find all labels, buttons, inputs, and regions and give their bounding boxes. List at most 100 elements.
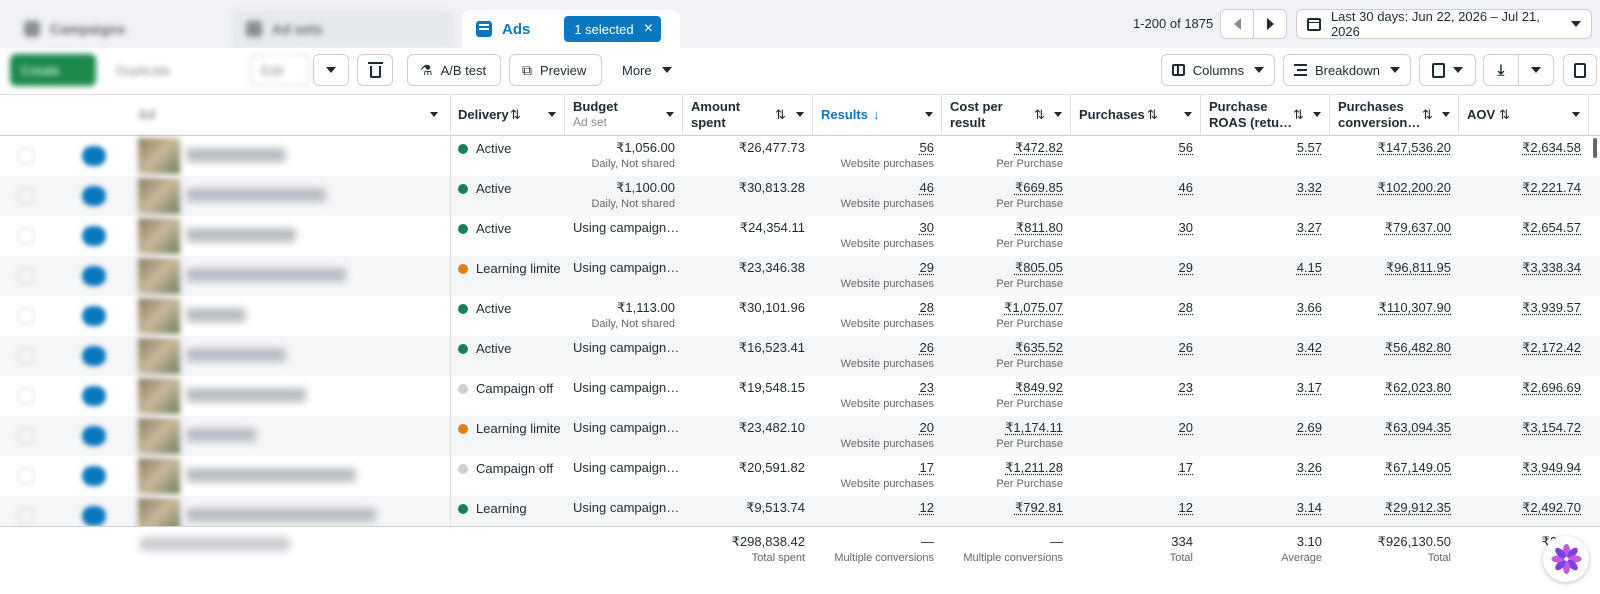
purchases-value[interactable]: 26 bbox=[1178, 340, 1193, 355]
purchases-value[interactable]: 28 bbox=[1178, 300, 1193, 315]
ad-toggle-switch[interactable] bbox=[82, 146, 106, 166]
purchases-value[interactable]: 12 bbox=[1178, 500, 1193, 515]
purchases-value[interactable]: 20 bbox=[1178, 420, 1193, 435]
more-button[interactable]: More bbox=[612, 54, 694, 86]
header-budget[interactable]: Budget Ad set bbox=[565, 95, 683, 136]
results-value[interactable]: 29 bbox=[919, 260, 934, 275]
sort-icon[interactable]: ⇅ bbox=[1293, 107, 1304, 122]
roas-value[interactable]: 4.15 bbox=[1296, 260, 1322, 275]
chevron-down-icon[interactable] bbox=[1572, 112, 1580, 117]
chevron-down-icon[interactable] bbox=[430, 112, 438, 117]
sort-icon[interactable]: ⇅ bbox=[775, 107, 786, 122]
row-checkbox[interactable] bbox=[18, 348, 34, 364]
header-results[interactable]: Results ↓ bbox=[813, 95, 942, 136]
cost-per-result-value[interactable]: ₹472.82 bbox=[1014, 140, 1063, 155]
conversion-value[interactable]: ₹147,536.20 bbox=[1377, 140, 1451, 155]
results-value[interactable]: 17 bbox=[919, 460, 934, 475]
purchases-value[interactable]: 23 bbox=[1178, 380, 1193, 395]
sort-icon[interactable]: ⇅ bbox=[1422, 107, 1433, 122]
cost-per-result-value[interactable]: ₹635.52 bbox=[1014, 340, 1063, 355]
roas-value[interactable]: 3.32 bbox=[1296, 180, 1322, 195]
table-row[interactable]: Campaign off Using campaign… ₹19,548.15 … bbox=[0, 376, 1600, 416]
vertical-scrollbar[interactable] bbox=[1593, 138, 1597, 158]
row-checkbox[interactable] bbox=[18, 228, 34, 244]
row-checkbox[interactable] bbox=[18, 148, 34, 164]
header-aov[interactable]: AOV ⇅ bbox=[1459, 95, 1589, 136]
cost-per-result-value[interactable]: ₹669.85 bbox=[1014, 180, 1063, 195]
export-dropdown-button[interactable] bbox=[1518, 54, 1554, 86]
delete-button[interactable] bbox=[357, 54, 393, 86]
row-checkbox[interactable] bbox=[18, 388, 34, 404]
aov-value[interactable]: ₹2,172.42 bbox=[1522, 340, 1581, 355]
chevron-down-icon[interactable] bbox=[1184, 112, 1192, 117]
results-value[interactable]: 20 bbox=[919, 420, 934, 435]
roas-value[interactable]: 3.42 bbox=[1296, 340, 1322, 355]
ad-toggle-switch[interactable] bbox=[82, 226, 106, 246]
aov-value[interactable]: ₹3,338.34 bbox=[1522, 260, 1581, 275]
table-row[interactable]: Active ₹1,056.00 Daily, Not shared ₹26,4… bbox=[0, 136, 1600, 176]
aov-value[interactable]: ₹2,492.70 bbox=[1522, 500, 1581, 515]
roas-value[interactable]: 2.69 bbox=[1296, 420, 1322, 435]
header-purchases[interactable]: Purchases ⇅ bbox=[1071, 95, 1201, 136]
conversion-value[interactable]: ₹79,637.00 bbox=[1384, 220, 1451, 235]
chevron-down-icon[interactable] bbox=[666, 112, 674, 117]
row-checkbox[interactable] bbox=[18, 468, 34, 484]
aov-value[interactable]: ₹2,221.74 bbox=[1522, 180, 1581, 195]
header-cost-per-result[interactable]: Cost per result ⇅ bbox=[942, 95, 1071, 136]
conversion-value[interactable]: ₹29,912.35 bbox=[1384, 500, 1451, 515]
conversion-value[interactable]: ₹110,307.90 bbox=[1378, 300, 1451, 315]
chevron-down-icon[interactable] bbox=[925, 112, 933, 117]
edit-button[interactable]: Edit bbox=[250, 54, 310, 86]
tab-campaigns[interactable]: Campaigns bbox=[10, 10, 230, 48]
conversion-value[interactable]: ₹62,023.80 bbox=[1384, 380, 1451, 395]
conversion-value[interactable]: ₹96,811.95 bbox=[1385, 260, 1451, 275]
header-delivery[interactable]: Delivery ⇅ bbox=[450, 95, 565, 136]
row-checkbox[interactable] bbox=[18, 268, 34, 284]
selection-pill[interactable]: 1 selected × bbox=[564, 16, 661, 42]
conversion-value[interactable]: ₹56,482.80 bbox=[1384, 340, 1451, 355]
tab-ads[interactable]: Ads 1 selected × bbox=[462, 10, 680, 48]
results-value[interactable]: 30 bbox=[919, 220, 934, 235]
ad-toggle-switch[interactable] bbox=[82, 426, 106, 446]
cost-per-result-value[interactable]: ₹811.80 bbox=[1015, 220, 1063, 235]
results-value[interactable]: 23 bbox=[919, 380, 934, 395]
tab-ad-sets[interactable]: Ad sets bbox=[232, 10, 454, 48]
columns-button[interactable]: Columns bbox=[1161, 54, 1275, 86]
ad-name-blurred[interactable] bbox=[186, 508, 376, 522]
cost-per-result-value[interactable]: ₹792.81 bbox=[1014, 500, 1063, 515]
aov-value[interactable]: ₹3,154.72 bbox=[1522, 420, 1581, 435]
roas-value[interactable]: 3.66 bbox=[1296, 300, 1322, 315]
results-value[interactable]: 46 bbox=[919, 180, 934, 195]
date-range-picker[interactable]: Last 30 days: Jun 22, 2026 – Jul 21, 202… bbox=[1296, 9, 1592, 39]
chevron-down-icon[interactable] bbox=[796, 112, 804, 117]
preview-button[interactable]: ⧉ Preview bbox=[509, 54, 602, 86]
chevron-down-icon[interactable] bbox=[1054, 112, 1062, 117]
ad-toggle-switch[interactable] bbox=[82, 186, 106, 206]
table-row[interactable]: Active Using campaign… ₹16,523.41 26 Web… bbox=[0, 336, 1600, 376]
aov-value[interactable]: ₹3,939.57 bbox=[1522, 300, 1581, 315]
export-button[interactable]: ⤓ bbox=[1483, 54, 1519, 86]
ad-name-blurred[interactable] bbox=[186, 468, 356, 482]
conversion-value[interactable]: ₹67,149.05 bbox=[1384, 460, 1451, 475]
cost-per-result-value[interactable]: ₹805.05 bbox=[1014, 260, 1063, 275]
ad-toggle-switch[interactable] bbox=[82, 466, 106, 486]
edit-dropdown-button[interactable] bbox=[313, 54, 349, 86]
ad-toggle-switch[interactable] bbox=[82, 386, 106, 406]
aov-value[interactable]: ₹2,696.69 bbox=[1522, 380, 1581, 395]
sort-icon[interactable]: ⇅ bbox=[1499, 107, 1510, 122]
purchases-value[interactable]: 29 bbox=[1178, 260, 1193, 275]
header-purchases-conversion[interactable]: Purchases conversion… ⇅ bbox=[1330, 95, 1459, 136]
table-row[interactable]: Learning limite Using campaign… ₹23,346.… bbox=[0, 256, 1600, 296]
ad-name-blurred[interactable] bbox=[186, 388, 306, 402]
previous-page-button[interactable] bbox=[1220, 9, 1254, 39]
purchases-value[interactable]: 30 bbox=[1178, 220, 1193, 235]
table-row[interactable]: Active ₹1,100.00 Daily, Not shared ₹30,8… bbox=[0, 176, 1600, 216]
chevron-down-icon[interactable] bbox=[548, 112, 556, 117]
roas-value[interactable]: 3.17 bbox=[1296, 380, 1322, 395]
results-value[interactable]: 56 bbox=[919, 140, 934, 155]
aov-value[interactable]: ₹3,949.94 bbox=[1522, 460, 1581, 475]
ad-name-blurred[interactable] bbox=[186, 188, 326, 202]
duplicate-button[interactable]: Duplicate bbox=[106, 54, 218, 86]
ad-toggle-switch[interactable] bbox=[82, 306, 106, 326]
row-checkbox[interactable] bbox=[18, 308, 34, 324]
